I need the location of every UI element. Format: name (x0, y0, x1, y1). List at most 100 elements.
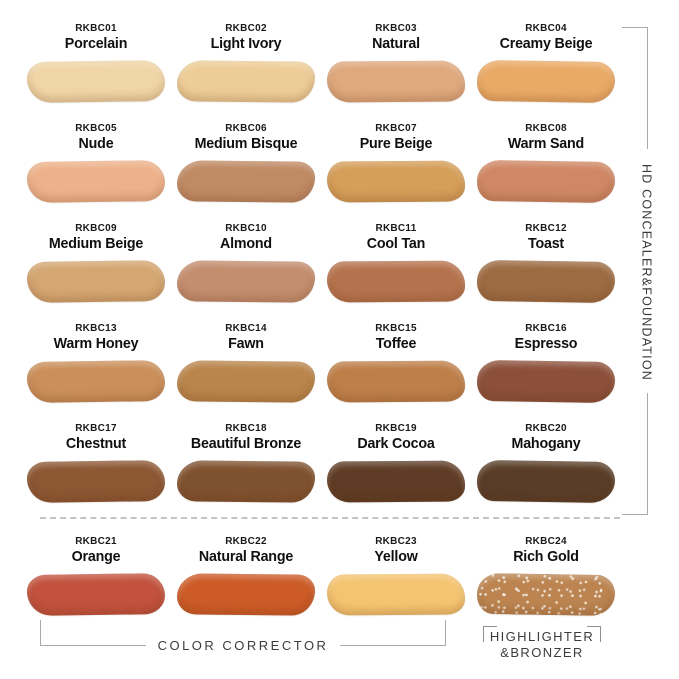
swatch-cell: RKBC19 Dark Cocoa (321, 420, 471, 520)
swatch-code: RKBC04 (525, 22, 567, 34)
swatch-color (176, 573, 316, 616)
swatch-name: Porcelain (64, 35, 128, 52)
swatch-color (476, 59, 616, 104)
bracket-line (41, 645, 146, 646)
swatch-name: Medium Bisque (194, 135, 298, 152)
section-divider (40, 517, 620, 519)
corner-bracket-left (483, 626, 497, 642)
bracket-line (340, 645, 446, 646)
right-bracket-top (622, 27, 648, 149)
swatch-name: Natural (372, 35, 420, 52)
swatch-color (326, 60, 466, 103)
swatch-code: RKBC10 (225, 222, 267, 234)
bracket-tick-left (40, 620, 41, 646)
swatch-code: RKBC03 (375, 22, 417, 34)
swatch-name: Orange (71, 548, 121, 565)
swatch-color (326, 160, 466, 203)
swatch-cell: RKBC07 Pure Beige (321, 120, 471, 220)
swatch-cell: RKBC15 Toffee (321, 320, 471, 420)
swatch-color (176, 460, 316, 503)
color-corrector-label: COLOR CORRECTOR (157, 638, 329, 653)
swatch-name: Warm Honey (53, 335, 139, 352)
swatch-code: RKBC20 (525, 422, 567, 434)
swatch-name: Fawn (228, 335, 264, 352)
swatch-color (26, 360, 166, 403)
swatch-name: Toast (527, 235, 565, 252)
swatch-color (26, 260, 166, 303)
color-corrector-bracket: COLOR CORRECTOR (40, 620, 447, 652)
swatch-code: RKBC22 (225, 535, 267, 547)
swatch-name: Rich Gold (513, 548, 579, 565)
swatch-code: RKBC18 (225, 422, 267, 434)
swatch-cell: RKBC01 Porcelain (21, 20, 171, 120)
swatch-color (476, 572, 616, 617)
swatch-code: RKBC19 (375, 422, 417, 434)
hd-concealer-foundation-label: HD CONCEALER&FOUNDATION (639, 163, 654, 381)
swatch-name: Light Ivory (210, 35, 282, 52)
bottom-row-grid: RKBC21 Orange RKBC22 Natural Range RKBC23 Yel… (21, 533, 621, 633)
swatch-color (26, 460, 166, 503)
swatch-code: RKBC13 (75, 322, 117, 334)
swatch-cell: RKBC13 Warm Honey (21, 320, 171, 420)
swatch-name: Mahogany (511, 435, 581, 452)
swatch-name: Medium Beige (48, 235, 144, 252)
swatch-color (326, 460, 466, 503)
swatch-code: RKBC07 (375, 122, 417, 134)
swatch-color (326, 360, 466, 403)
swatch-code: RKBC02 (225, 22, 267, 34)
swatch-code: RKBC24 (525, 535, 567, 547)
swatch-cell: RKBC04 Creamy Beige (471, 20, 621, 120)
swatch-name: Nude (78, 135, 114, 152)
swatch-name: Beautiful Bronze (190, 435, 302, 452)
swatch-name: Pure Beige (359, 135, 433, 152)
swatch-name: Yellow (374, 548, 418, 565)
swatch-cell: RKBC11 Cool Tan (321, 220, 471, 320)
swatch-cell: RKBC14 Fawn (171, 320, 321, 420)
swatch-color (476, 259, 616, 304)
swatch-code: RKBC15 (375, 322, 417, 334)
swatch-cell: RKBC24 Rich Gold (471, 533, 621, 633)
swatch-cell: RKBC18 Beautiful Bronze (171, 420, 321, 520)
swatch-code: RKBC08 (525, 122, 567, 134)
swatch-name: Cool Tan (366, 235, 426, 252)
swatch-color (326, 260, 466, 303)
bracket-tick-right (445, 620, 447, 646)
swatch-color (26, 160, 166, 203)
swatch-cell: RKBC03 Natural (321, 20, 471, 120)
swatch-cell: RKBC10 Almond (171, 220, 321, 320)
swatch-cell: RKBC23 Yellow (321, 533, 471, 633)
swatch-cell: RKBC08 Warm Sand (471, 120, 621, 220)
swatch-name: Warm Sand (507, 135, 585, 152)
highlighter-bronzer-label-group: HIGHLIGHTER &BRONZER (483, 626, 601, 660)
right-bracket-bottom (622, 393, 648, 515)
swatch-code: RKBC01 (75, 22, 117, 34)
swatch-color (176, 360, 316, 403)
swatch-code: RKBC14 (225, 322, 267, 334)
swatch-color (26, 60, 166, 103)
swatch-code: RKBC05 (75, 122, 117, 134)
swatch-color (176, 60, 316, 103)
swatch-cell: RKBC22 Natural Range (171, 533, 321, 633)
swatch-cell: RKBC16 Espresso (471, 320, 621, 420)
swatch-color (176, 260, 316, 303)
swatch-code: RKBC12 (525, 222, 567, 234)
swatch-cell: RKBC02 Light Ivory (171, 20, 321, 120)
swatch-cell: RKBC17 Chestnut (21, 420, 171, 520)
concealer-foundation-grid: RKBC01 Porcelain RKBC02 Light Ivory RKBC03 Na… (21, 20, 621, 520)
swatch-name: Dark Cocoa (357, 435, 435, 452)
swatch-name: Almond (220, 235, 272, 252)
swatch-code: RKBC17 (75, 422, 117, 434)
highlighter-label: HIGHLIGHTER (489, 629, 595, 644)
swatch-code: RKBC06 (225, 122, 267, 134)
swatch-color (476, 459, 616, 504)
swatch-code: RKBC11 (375, 222, 417, 234)
bronzer-label: &BRONZER (500, 645, 584, 660)
swatch-cell: RKBC06 Medium Bisque (171, 120, 321, 220)
swatch-cell: RKBC21 Orange (21, 533, 171, 633)
swatch-name: Toffee (375, 335, 417, 352)
swatch-name: Chestnut (65, 435, 127, 452)
swatch-color (326, 573, 466, 616)
swatch-color (476, 159, 616, 204)
swatch-color (476, 359, 616, 404)
